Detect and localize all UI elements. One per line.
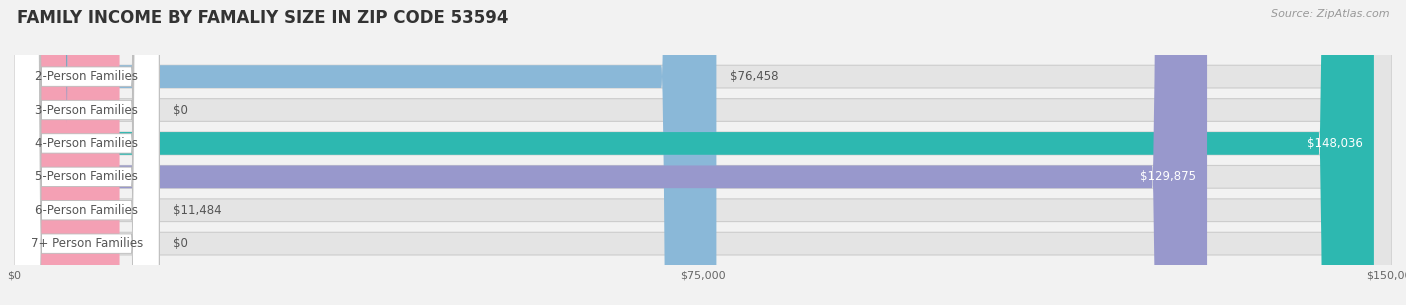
FancyBboxPatch shape — [14, 0, 1392, 305]
FancyBboxPatch shape — [14, 0, 1392, 305]
Text: 3-Person Families: 3-Person Families — [35, 103, 138, 117]
FancyBboxPatch shape — [14, 0, 159, 305]
FancyBboxPatch shape — [14, 0, 1392, 305]
Text: 4-Person Families: 4-Person Families — [35, 137, 138, 150]
Text: $0: $0 — [173, 237, 188, 250]
FancyBboxPatch shape — [14, 0, 159, 305]
Text: 7+ Person Families: 7+ Person Families — [31, 237, 143, 250]
Text: FAMILY INCOME BY FAMALIY SIZE IN ZIP CODE 53594: FAMILY INCOME BY FAMALIY SIZE IN ZIP COD… — [17, 9, 509, 27]
Text: Source: ZipAtlas.com: Source: ZipAtlas.com — [1271, 9, 1389, 19]
Text: 2-Person Families: 2-Person Families — [35, 70, 138, 83]
FancyBboxPatch shape — [14, 0, 159, 305]
FancyBboxPatch shape — [14, 0, 1208, 305]
Text: 5-Person Families: 5-Person Families — [35, 170, 138, 183]
FancyBboxPatch shape — [14, 0, 159, 305]
Text: $0: $0 — [173, 103, 188, 117]
Text: $129,875: $129,875 — [1140, 170, 1197, 183]
Text: $11,484: $11,484 — [173, 204, 222, 217]
FancyBboxPatch shape — [14, 0, 120, 305]
Text: $148,036: $148,036 — [1308, 137, 1362, 150]
Text: $76,458: $76,458 — [730, 70, 779, 83]
FancyBboxPatch shape — [14, 0, 717, 305]
Text: 6-Person Families: 6-Person Families — [35, 204, 138, 217]
FancyBboxPatch shape — [14, 0, 1392, 305]
FancyBboxPatch shape — [14, 0, 1392, 305]
FancyBboxPatch shape — [14, 0, 159, 305]
FancyBboxPatch shape — [14, 0, 159, 305]
FancyBboxPatch shape — [14, 0, 1392, 305]
FancyBboxPatch shape — [14, 0, 1374, 305]
